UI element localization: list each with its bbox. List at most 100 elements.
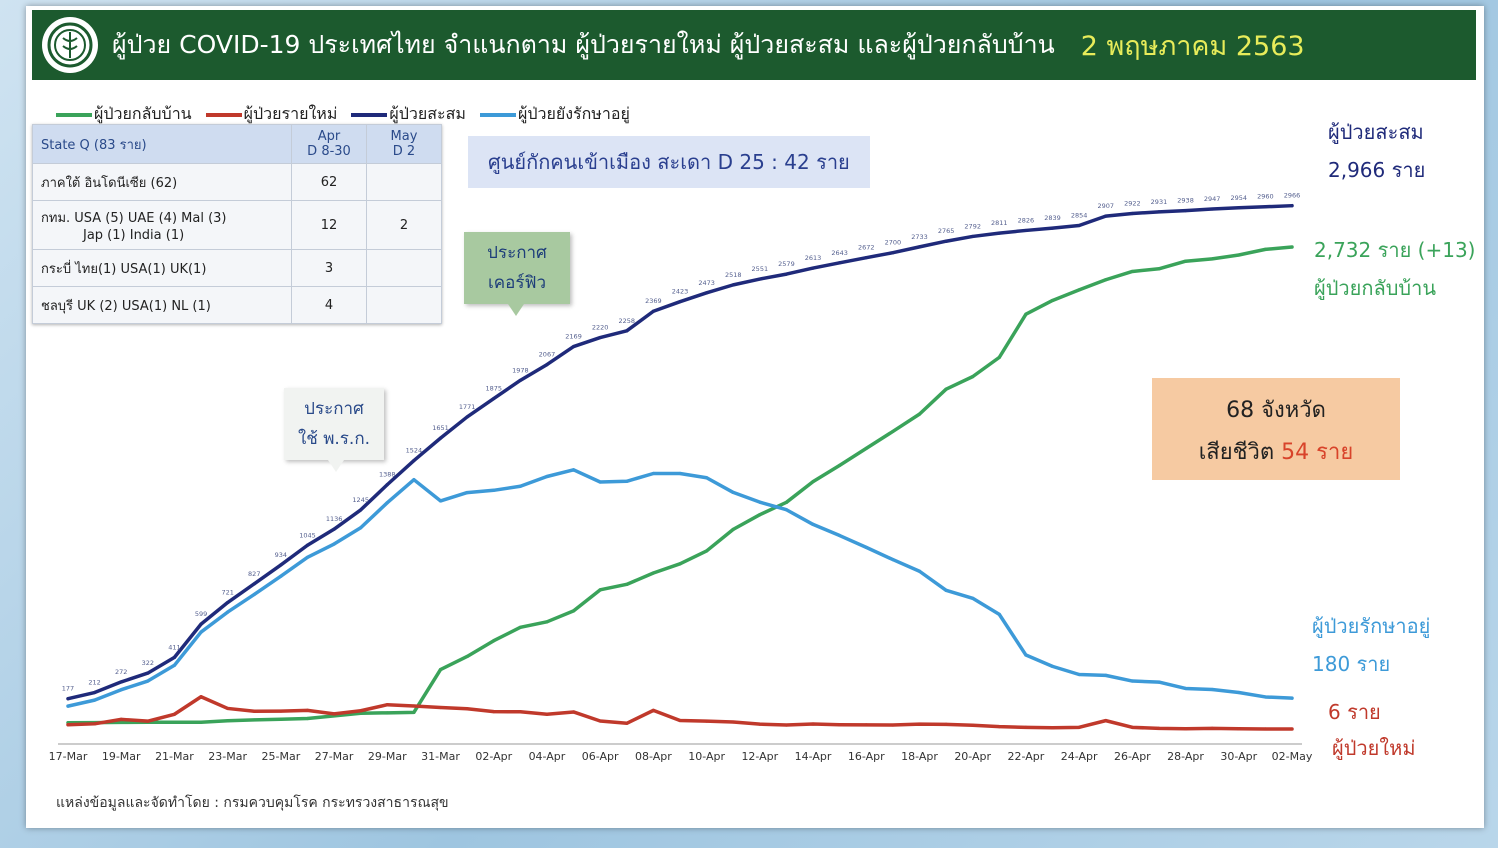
data-point [1183,259,1188,263]
data-point [119,717,123,721]
x-tick-label: 17-Mar [49,750,88,763]
data-point [93,722,97,726]
data-point [864,446,868,450]
x-tick-label: 02-Apr [475,750,512,763]
data-point [944,722,948,726]
data-point [891,251,895,255]
deaths-value: 54 ราย [1281,440,1354,465]
data-label: 411 [168,643,180,651]
data-point [119,720,123,724]
data-point [1130,679,1134,683]
data-point [1290,696,1294,700]
x-tick-label: 18-Apr [901,750,938,763]
x-tick-label: 10-Apr [688,750,725,763]
data-point [651,471,655,476]
data-point [997,725,1001,729]
series-line-3 [66,695,1294,731]
data-point [1104,278,1108,282]
data-point [864,723,868,727]
legend-item: ผู้ป่วยยังรักษาอยู่ [479,102,630,127]
data-point [518,710,522,714]
x-tick-label: 27-Mar [315,750,354,763]
data-point [678,471,682,476]
data-point [705,291,709,295]
data-point [1104,214,1108,218]
legend-swatch [479,112,516,117]
deaths-label: เสียชีวิต [1198,440,1275,465]
data-point [359,508,363,512]
data-point [1263,695,1267,699]
row-label: กระบี่ ไทย(1) USA(1) UK(1) [32,249,292,287]
data-label: 177 [62,685,74,693]
data-label: 2960 [1257,193,1274,201]
cumulative-value: 2,966 ราย [1328,158,1426,182]
row-label: กทม. USA (5) UAE (4) Mal (3) Jap (1) Ind… [32,200,292,250]
data-point [864,545,868,549]
x-tick-label: 23-Mar [208,750,247,763]
data-point [332,542,336,546]
data-point [997,355,1001,359]
data-label: 2518 [725,271,742,279]
data-label: 2643 [831,249,848,257]
data-point [891,429,895,434]
data-point [438,705,443,710]
data-point [305,555,310,559]
data-point [625,721,629,725]
data-point [199,630,203,634]
cumulative-title: ผู้ป่วยสะสม [1328,120,1424,144]
data-point [731,283,735,287]
data-point [119,680,123,684]
data-point [412,458,416,463]
data-label: 1388 [379,471,396,479]
data-point [385,501,389,505]
data-point [944,239,948,243]
data-point [359,526,363,530]
legend-item: ผู้ป่วยกลับบ้าน [56,102,192,127]
data-point [66,723,70,727]
data-point [598,480,602,484]
data-point [146,671,150,675]
state-q-col-apr: Apr D 8-30 [291,124,367,164]
series-line-1 [66,245,1294,725]
data-label: 2907 [1097,202,1114,210]
data-point [305,716,310,721]
emergency-line2: ใช้ พ.ร.ก. [297,429,371,449]
data-point [465,415,469,419]
data-point [66,697,70,701]
series-line-2 [66,468,1294,708]
data-point [1290,727,1294,731]
data-point [305,543,310,547]
data-point [1157,726,1161,731]
data-point [997,231,1001,235]
col-apr-days: D 8-30 [307,144,351,159]
data-label: 2258 [619,317,636,325]
legend-label: ผู้ป่วยกลับบ้าน [94,104,192,123]
data-point [811,722,815,726]
data-point [1183,209,1188,213]
treating-value: 180 ราย [1312,652,1391,676]
data-point [598,335,602,340]
row-apr: 4 [291,286,367,324]
data-point [571,609,576,613]
data-point [571,344,576,349]
data-point [1237,253,1241,257]
col-apr-month: Apr [317,129,341,144]
data-point [917,722,922,726]
data-point [545,712,549,716]
data-label: 2067 [539,351,556,359]
data-label: 2938 [1177,197,1194,205]
x-tick-label: 30-Apr [1220,750,1257,763]
data-point [146,679,150,683]
data-point [944,588,948,592]
data-point [438,499,443,503]
data-label: 599 [195,610,207,618]
x-tick-label: 26-Apr [1114,750,1151,763]
data-label: 2947 [1204,195,1221,203]
data-point [199,720,203,724]
data-point [838,533,842,538]
recovered-value: 2,732 ราย (+13) [1314,238,1476,262]
row-may: 2 [366,200,442,250]
data-point [545,474,549,479]
data-point [438,436,443,440]
state-q-table: State Q (83 ราย) Apr D 8-30 May D 2 ภาคใ… [32,124,442,324]
